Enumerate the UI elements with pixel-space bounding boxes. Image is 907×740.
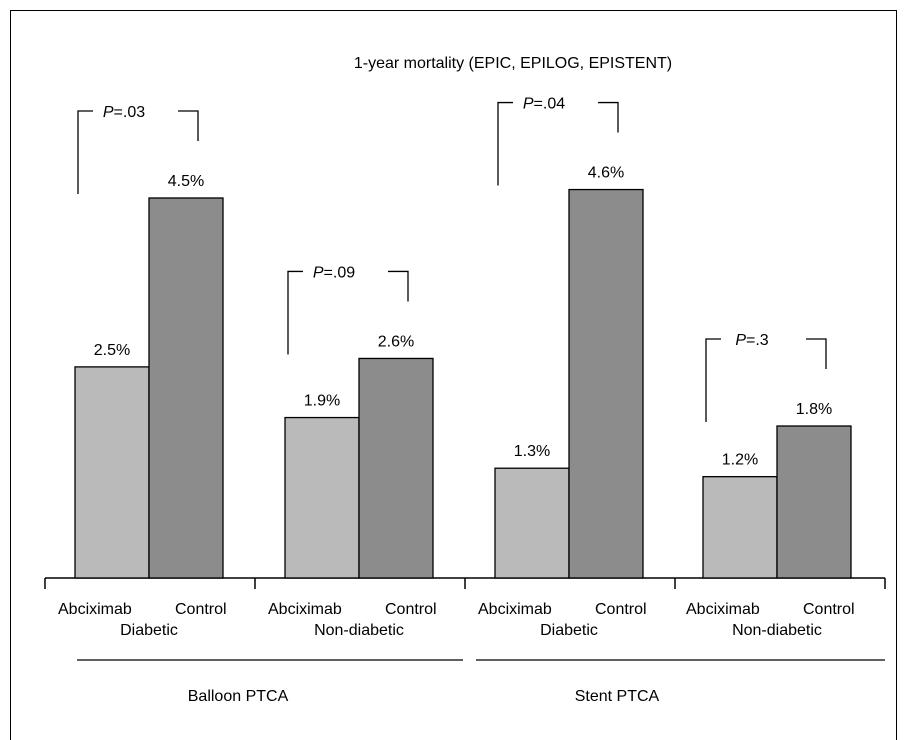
group-label-3: Diabetic xyxy=(540,622,598,639)
value-label-1-abciximab: 2.5% xyxy=(94,342,130,359)
p-bracket-left-2 xyxy=(287,270,303,355)
bar-label-4-control: Control xyxy=(803,601,855,618)
p-value-2: P=.09 xyxy=(313,264,355,281)
value-label-2-control: 2.6% xyxy=(378,333,414,350)
bar-label-3-abciximab: Abciximab xyxy=(478,601,552,618)
procedure-label-2: Stent PTCA xyxy=(575,688,660,705)
value-label-1-control: 4.5% xyxy=(168,173,204,190)
p-bracket-right-1 xyxy=(178,110,199,141)
chart-title: 1-year mortality (EPIC, EPILOG, EPISTENT… xyxy=(354,55,672,72)
bar-label-1-abciximab: Abciximab xyxy=(58,601,132,618)
bar-2-control xyxy=(358,357,434,579)
p-value-3: P=.04 xyxy=(523,96,565,113)
bar-2-abciximab xyxy=(284,416,360,579)
p-value-4: P=.3 xyxy=(735,332,768,349)
p-bracket-right-3 xyxy=(598,101,619,133)
bar-3-abciximab xyxy=(494,467,570,579)
value-label-3-abciximab: 1.3% xyxy=(514,443,550,460)
bar-label-3-control: Control xyxy=(595,601,647,618)
bar-label-2-abciximab: Abciximab xyxy=(268,601,342,618)
bar-3-control xyxy=(568,188,644,579)
procedure-label-1: Balloon PTCA xyxy=(188,688,289,705)
value-label-2-abciximab: 1.9% xyxy=(304,393,340,410)
p-bracket-right-4 xyxy=(806,338,827,369)
bar-4-control xyxy=(776,425,852,579)
bar-label-4-abciximab: Abciximab xyxy=(686,601,760,618)
p-bracket-left-4 xyxy=(705,338,721,422)
p-bracket-right-2 xyxy=(388,270,409,302)
p-bracket-left-1 xyxy=(77,110,93,194)
chart-frame xyxy=(10,10,897,740)
bar-4-abciximab xyxy=(702,476,778,579)
bar-1-abciximab xyxy=(74,366,150,579)
group-label-1: Diabetic xyxy=(120,622,178,639)
group-label-2: Non-diabetic xyxy=(314,622,404,639)
group-label-4: Non-diabetic xyxy=(732,622,822,639)
bar-label-2-control: Control xyxy=(385,601,437,618)
value-label-3-control: 4.6% xyxy=(588,165,624,182)
p-bracket-left-3 xyxy=(497,101,513,186)
value-label-4-control: 1.8% xyxy=(796,401,832,418)
bar-1-control xyxy=(148,197,224,579)
bar-label-1-control: Control xyxy=(175,601,227,618)
p-value-1: P=.03 xyxy=(103,104,145,121)
value-label-4-abciximab: 1.2% xyxy=(722,452,758,469)
